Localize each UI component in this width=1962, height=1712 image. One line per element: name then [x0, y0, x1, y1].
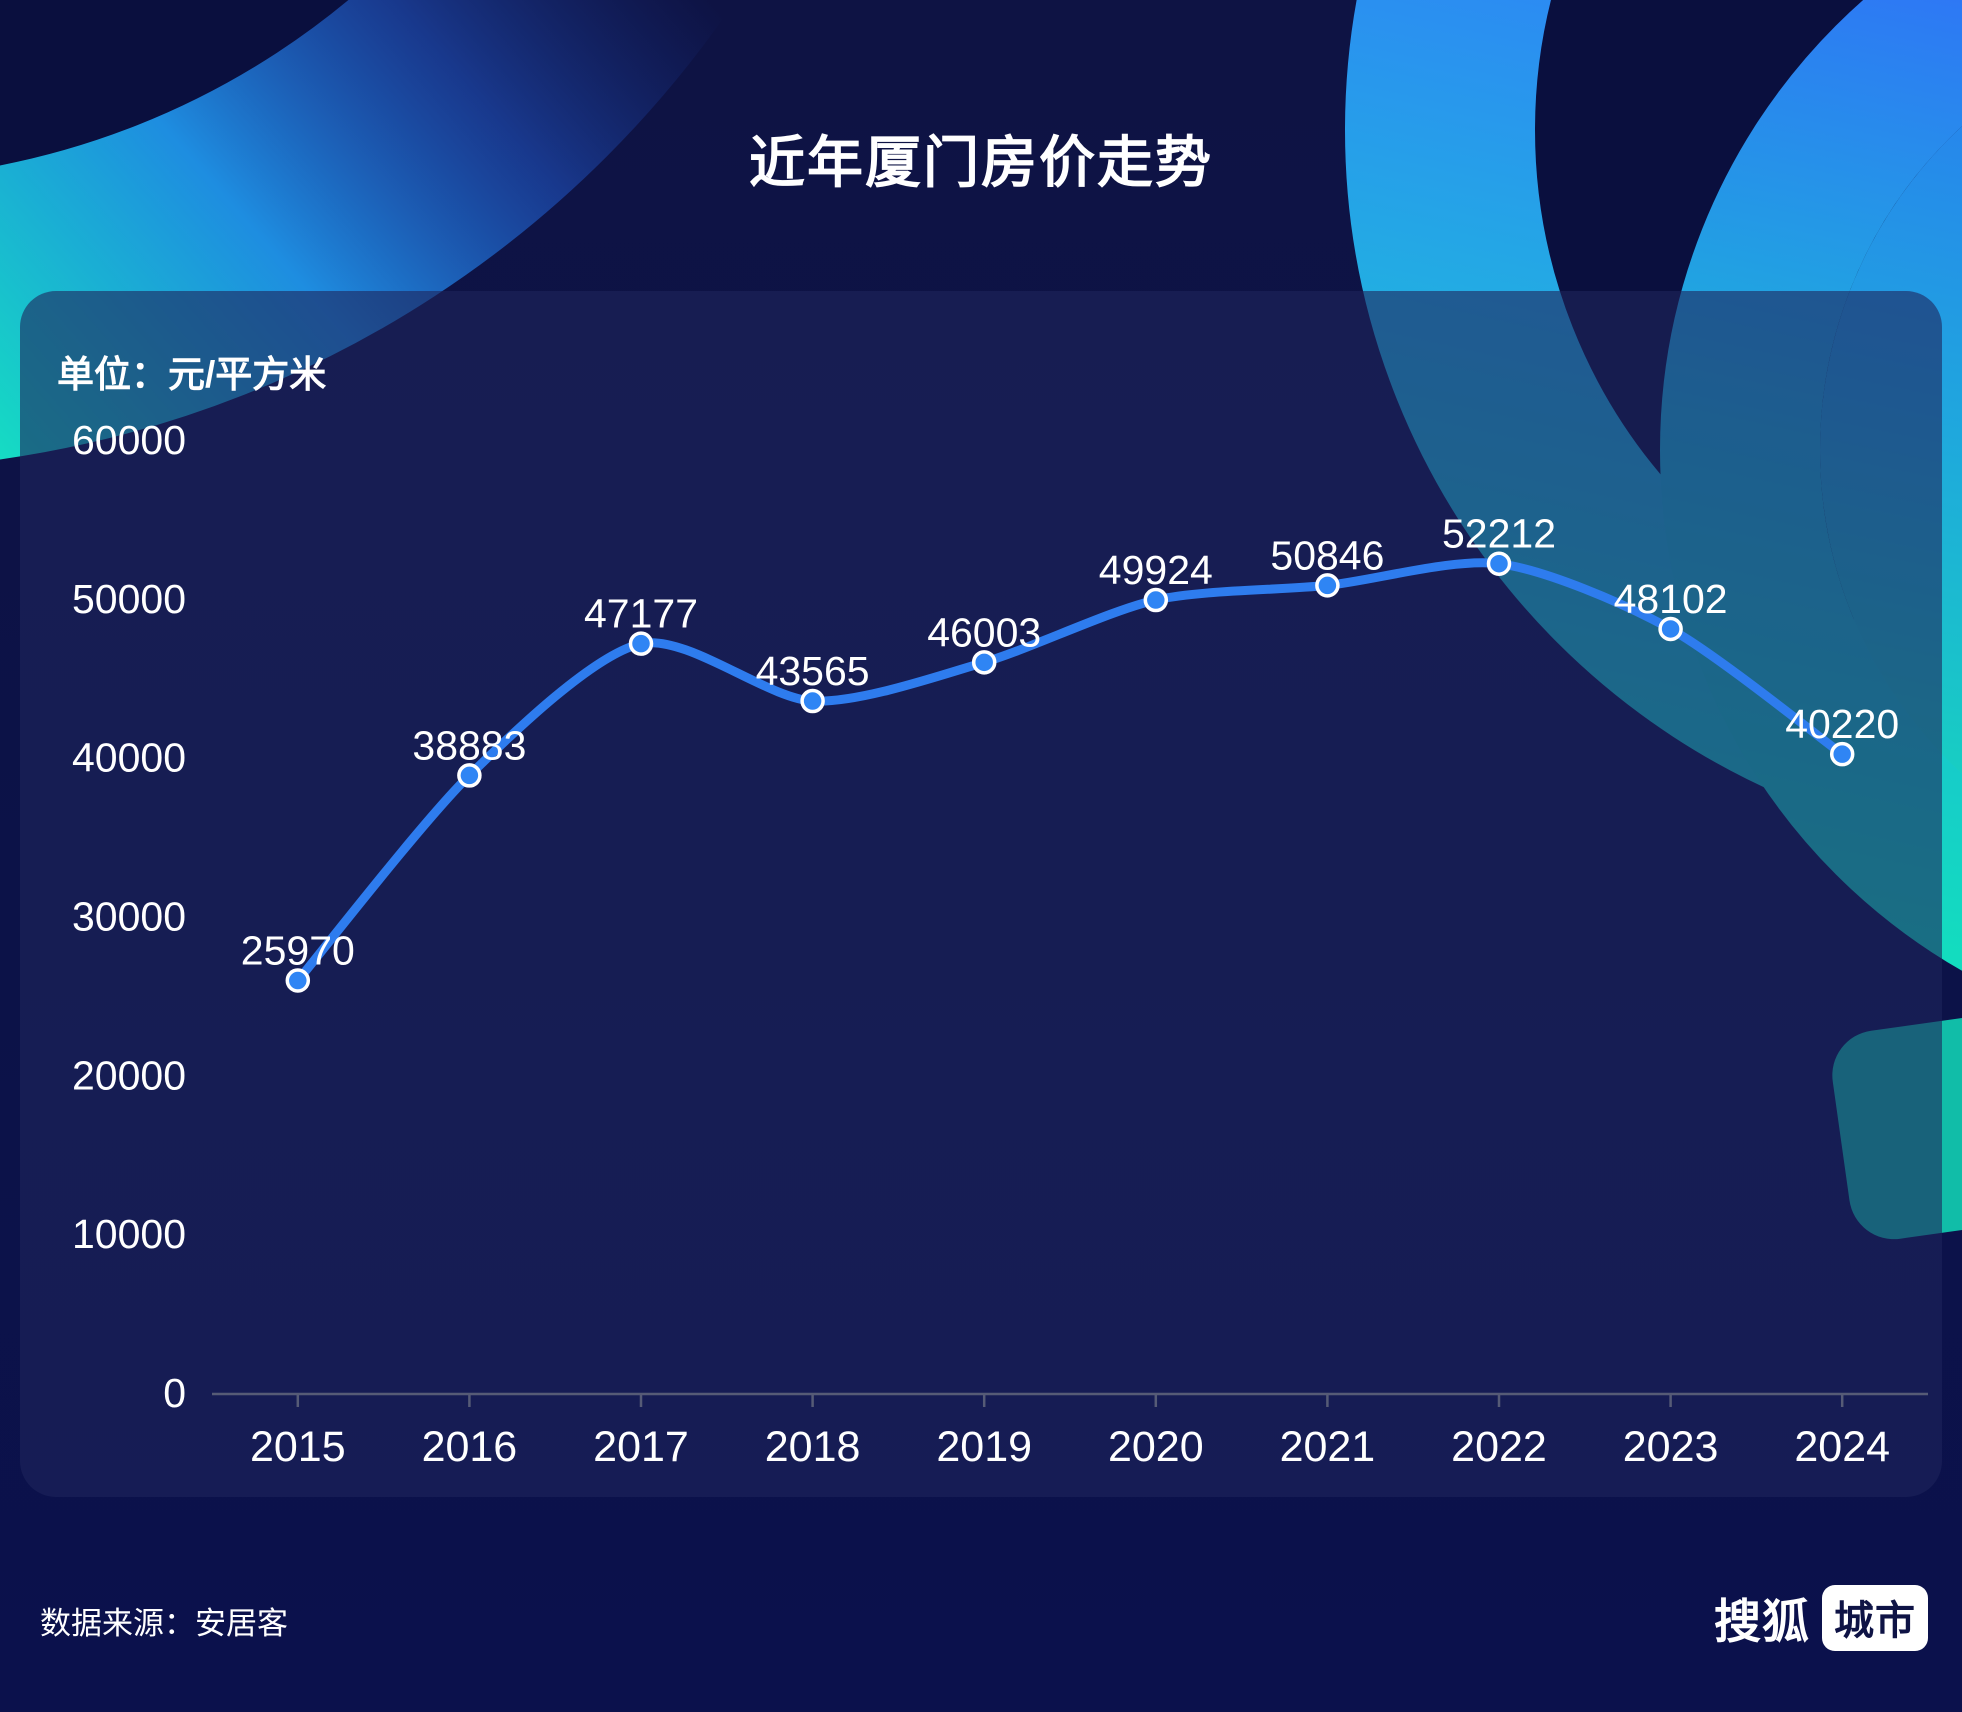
data-point-2017 [628, 631, 654, 656]
x-axis-label-2019: 2019 [936, 1423, 1032, 1471]
data-point-2019 [971, 650, 997, 675]
data-label-2017: 47177 [584, 591, 698, 637]
x-axis-label-2021: 2021 [1280, 1423, 1376, 1471]
data-label-2023: 48102 [1614, 576, 1728, 622]
data-label-2016: 38883 [412, 722, 526, 768]
source-label: 数据来源：安居客 [40, 1606, 288, 1641]
data-point-2024 [1829, 741, 1855, 767]
data-point-2020 [1143, 587, 1169, 613]
data-label-2015: 25970 [241, 928, 355, 974]
y-axis-label-20000: 20000 [72, 1052, 186, 1098]
y-axis-label-10000: 10000 [72, 1211, 186, 1257]
data-label-2021: 50846 [1270, 532, 1384, 578]
x-axis-label-2023: 2023 [1623, 1423, 1719, 1471]
data-point-2022 [1486, 551, 1512, 576]
x-axis-label-2022: 2022 [1451, 1423, 1547, 1471]
x-axis-label-2017: 2017 [593, 1423, 689, 1471]
price-line [293, 558, 1847, 986]
y-axis-label-30000: 30000 [72, 894, 186, 940]
sohu-city-logo: 搜狐 城市 [1714, 1583, 1928, 1652]
y-axis-label-0: 0 [163, 1370, 186, 1416]
decor-arc-top-left [0, 0, 736, 460]
y-axis-label-50000: 50000 [72, 576, 186, 622]
data-label-2020: 49924 [1099, 547, 1213, 593]
logo-text-sohu: 搜狐 [1714, 1595, 1810, 1648]
data-label-2024: 40220 [1785, 701, 1899, 747]
data-point-2015 [285, 968, 311, 993]
x-axis-label-2020: 2020 [1108, 1423, 1204, 1471]
data-point-2023 [1658, 616, 1683, 642]
x-axis-label-2018: 2018 [765, 1423, 861, 1471]
data-point-2018 [800, 688, 825, 714]
chart-panel [20, 291, 1942, 1497]
logo-badge-city: 城市 [1822, 1584, 1928, 1651]
page-title: 近年厦门房价走势 [749, 131, 1213, 194]
unit-label: 单位：元/平方米 [57, 354, 327, 395]
x-axis-label-2024: 2024 [1794, 1423, 1890, 1471]
data-point-2021 [1315, 573, 1340, 598]
y-axis-label-60000: 60000 [72, 417, 186, 463]
x-axis-label-2015: 2015 [250, 1423, 346, 1471]
data-label-2022: 52212 [1442, 511, 1556, 557]
data-label-2019: 46003 [927, 609, 1041, 655]
x-axis-label-2016: 2016 [422, 1423, 518, 1471]
data-label-2018: 43565 [756, 648, 870, 694]
y-axis-label-40000: 40000 [72, 735, 186, 781]
data-point-2016 [457, 763, 482, 788]
